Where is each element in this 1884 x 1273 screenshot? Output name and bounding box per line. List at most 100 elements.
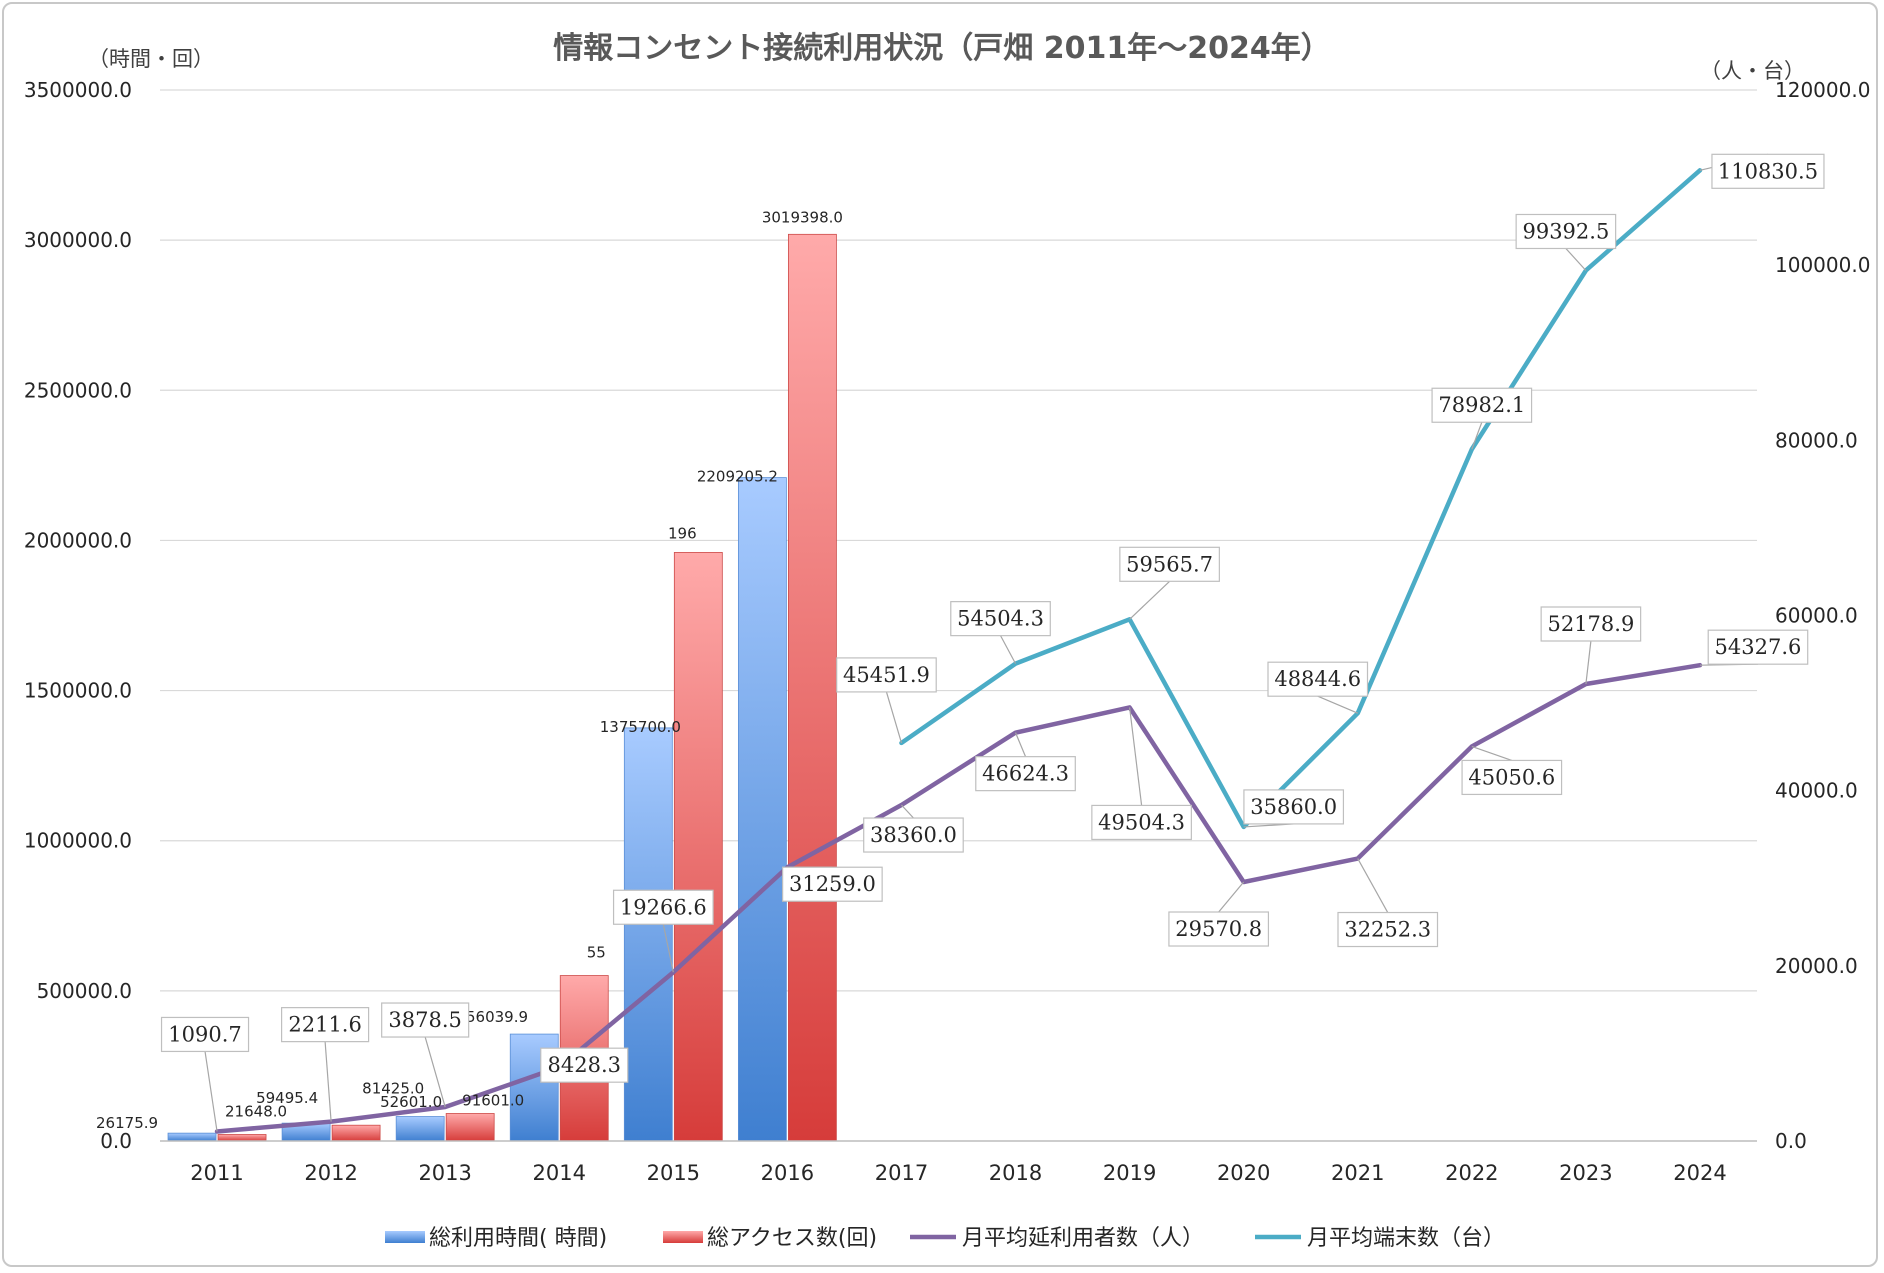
callout-box xyxy=(1091,804,1192,841)
left-axis-tick-label: 3500000.0 xyxy=(24,78,132,102)
legend-item-avg-monthly-terminals-label: 月平均端末数（台） xyxy=(1307,1226,1505,1251)
callout-box xyxy=(1243,789,1345,825)
callout-leader xyxy=(1000,635,1017,664)
total-access-count-label: 55 xyxy=(587,944,606,962)
legend-item-total-usage-hours-swatch xyxy=(385,1231,425,1243)
total-access-count-label: 21648.0 xyxy=(225,1102,287,1120)
right-axis-tick-label: 40000.0 xyxy=(1775,779,1858,803)
right-axis-tick-label: 60000.0 xyxy=(1775,604,1858,628)
x-axis-tick-label: 2023 xyxy=(1559,1161,1612,1185)
total-access-count-label: 196 xyxy=(668,524,697,542)
callout-box xyxy=(540,1047,629,1083)
total-access-count-label: 52601.0 xyxy=(380,1093,442,1111)
total-access-count-label: 3019398.0 xyxy=(762,208,843,226)
left-axis-tick-label: 1500000.0 xyxy=(24,679,132,703)
axes: 0.0 500000.0 1000000.0 1500000.0 2000000.0 25… xyxy=(24,78,1871,1185)
bar-series xyxy=(167,233,837,1142)
avg-monthly-users-label: 49504.3 xyxy=(1098,810,1185,834)
total-access-count-bar xyxy=(217,1134,267,1142)
line-series xyxy=(214,168,1703,1134)
right-axis-tick-label: 20000.0 xyxy=(1775,954,1858,978)
avg-monthly-users-label: 38360.0 xyxy=(870,823,957,847)
total-access-count-bar xyxy=(673,552,723,1142)
avg-monthly-users-label: 31259.0 xyxy=(789,872,876,896)
avg-monthly-terminals-line xyxy=(899,168,1703,830)
avg-monthly-users-label: 19266.6 xyxy=(620,895,707,919)
left-axis-unit: （時間・回） xyxy=(88,47,214,71)
avg-monthly-users-label: 32252.3 xyxy=(1344,918,1431,942)
x-axis-tick-label: 2014 xyxy=(533,1161,586,1185)
callout-leader xyxy=(1585,640,1592,685)
callout-box xyxy=(950,601,1051,637)
callout-box xyxy=(1168,911,1270,947)
callout-leader xyxy=(1357,858,1389,913)
right-axis-tick-label: 100000.0 xyxy=(1775,253,1870,277)
avg-monthly-terminals-label: 78982.1 xyxy=(1438,393,1525,417)
callout-leader xyxy=(662,924,674,973)
callout-box xyxy=(1337,911,1439,948)
callout-box xyxy=(1461,759,1563,796)
avg-monthly-terminals-label: 59565.7 xyxy=(1126,552,1213,576)
callout-box xyxy=(1707,629,1809,665)
avg-monthly-users-label: 46624.3 xyxy=(982,762,1069,786)
right-axis-unit: （人・台） xyxy=(1700,59,1805,83)
total-usage-hours-label: 81425.0 xyxy=(362,1080,424,1098)
callout-box xyxy=(975,756,1076,792)
x-axis-tick-label: 2022 xyxy=(1445,1161,1498,1185)
callout-box xyxy=(381,1002,470,1038)
avg-monthly-terminals-label: 54504.3 xyxy=(957,607,1044,631)
callout-leader xyxy=(324,1041,332,1122)
callout-leader xyxy=(204,1051,218,1132)
callout-leader xyxy=(1565,248,1587,271)
x-axis-tick-label: 2018 xyxy=(989,1161,1042,1185)
avg-monthly-users-label: 1090.7 xyxy=(168,1022,241,1046)
callout-box xyxy=(1431,387,1533,423)
legend: 総利用時間( 時間) 総アクセス数(回) 月平均延利用者数（人） 月平均端末数（台） xyxy=(385,1226,1505,1251)
x-axis-tick-label: 2012 xyxy=(304,1161,357,1185)
total-usage-hours-label: 59495.4 xyxy=(256,1089,318,1107)
callout-box xyxy=(863,817,964,853)
data-labels: 26175.9 59495.4 81425.0 356039.9 1375700.0 22… xyxy=(96,153,1825,1132)
left-axis-tick-label: 3000000.0 xyxy=(24,228,132,252)
callout-leader xyxy=(1129,707,1143,806)
avg-monthly-users-label: 52178.9 xyxy=(1547,612,1634,636)
chart-title: 情報コンセント接続利用状況（戸畑 2011年～2024年） xyxy=(553,31,1330,66)
legend-item-total-access-count-swatch xyxy=(663,1231,703,1243)
avg-monthly-terminals-label: 35860.0 xyxy=(1250,795,1337,819)
avg-monthly-users-label: 45050.6 xyxy=(1468,765,1555,789)
total-usage-hours-label: 26175.9 xyxy=(96,1114,158,1132)
callout-leader xyxy=(1129,580,1171,620)
callout-box xyxy=(1711,153,1825,189)
avg-monthly-users-label: 8428.3 xyxy=(548,1053,621,1077)
callout-box xyxy=(612,889,714,925)
callout-leader xyxy=(1317,695,1358,714)
avg-monthly-users-label: 3878.5 xyxy=(388,1008,461,1032)
total-usage-hours-bar xyxy=(737,477,787,1142)
left-axis-tick-label: 500000.0 xyxy=(37,979,132,1003)
callout-leader xyxy=(1471,422,1483,450)
callout-leader xyxy=(1471,745,1513,761)
legend-item-total-usage-hours-label: 総利用時間( 時間) xyxy=(429,1226,607,1251)
callout-box xyxy=(1515,213,1617,250)
avg-monthly-users-label: 54327.6 xyxy=(1715,635,1802,659)
x-axis-tick-label: 2017 xyxy=(875,1161,928,1185)
callout-box xyxy=(782,866,883,902)
total-access-count-bar xyxy=(445,1113,495,1142)
x-axis-tick-label: 2013 xyxy=(418,1161,471,1185)
x-axis-tick-label: 2021 xyxy=(1331,1161,1384,1185)
left-axis-tick-label: 0.0 xyxy=(100,1129,132,1153)
x-axis-tick-label: 2011 xyxy=(190,1161,243,1185)
callout-leader xyxy=(1218,881,1245,913)
total-usage-hours-label: 356039.9 xyxy=(456,1008,528,1026)
callout-box xyxy=(160,1016,250,1053)
callout-leader xyxy=(424,1036,446,1108)
right-axis-tick-label: 80000.0 xyxy=(1775,428,1858,452)
avg-monthly-terminals-label: 110830.5 xyxy=(1718,159,1818,183)
total-access-count-bar xyxy=(331,1124,381,1142)
callout-leader xyxy=(901,804,914,819)
total-usage-hours-label: 2209205.2 xyxy=(697,468,778,486)
left-axis-tick-label: 1000000.0 xyxy=(24,829,132,853)
x-axis-tick-label: 2024 xyxy=(1673,1161,1726,1185)
right-axis-tick-label: 120000.0 xyxy=(1775,78,1870,102)
